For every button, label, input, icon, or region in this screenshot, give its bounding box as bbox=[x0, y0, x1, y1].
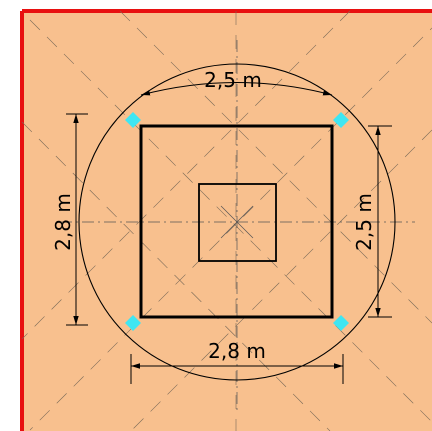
background-plate bbox=[22, 11, 432, 431]
bottom-dimension-label: 2,8 m bbox=[208, 339, 266, 363]
center-star bbox=[220, 205, 254, 239]
right-dimension bbox=[368, 125, 392, 318]
corner-marker-top-right bbox=[333, 112, 349, 128]
outer-square bbox=[139, 124, 334, 319]
corner-marker-bottom-left bbox=[125, 315, 141, 331]
corner-markers bbox=[125, 112, 349, 331]
inner-square bbox=[198, 183, 277, 262]
right-dimension-label: 2,5 m bbox=[352, 193, 376, 251]
corner-marker-top-left bbox=[125, 112, 141, 128]
left-dimension bbox=[66, 113, 88, 326]
outer-circle bbox=[78, 63, 396, 381]
top-dimension-arc bbox=[140, 82, 333, 96]
corner-marker-bottom-right bbox=[333, 315, 349, 331]
left-dimension-label: 2,8 m bbox=[51, 193, 75, 251]
bottom-dimension bbox=[130, 354, 344, 384]
top-dimension-label: 2,5 m bbox=[204, 68, 262, 92]
center-axes bbox=[60, 40, 415, 410]
